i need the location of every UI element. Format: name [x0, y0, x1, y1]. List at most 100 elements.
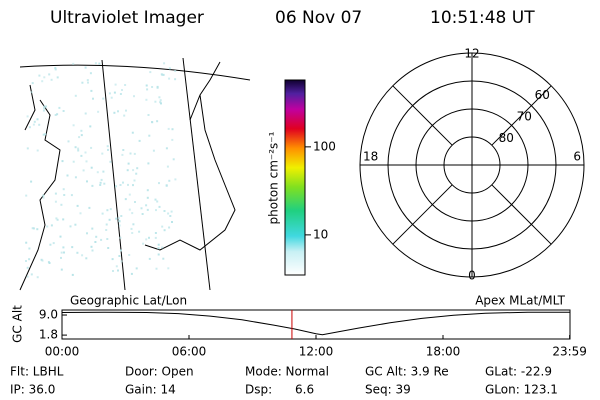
emission-speckle [113, 111, 116, 114]
emission-speckle [119, 93, 122, 95]
emission-speckle [30, 91, 33, 94]
emission-speckle [174, 178, 177, 181]
emission-speckle [106, 238, 109, 240]
instrument-title: Ultraviolet Imager [50, 8, 204, 28]
emission-speckle [31, 82, 34, 85]
emission-speckle [71, 273, 74, 276]
emission-speckle [168, 226, 171, 229]
emission-speckle [89, 125, 92, 128]
emission-speckle [118, 220, 121, 223]
emission-speckle [154, 100, 157, 103]
emission-speckle [86, 232, 88, 235]
mlt-line [392, 184, 453, 245]
emission-speckle [126, 169, 129, 172]
emission-speckle [160, 102, 162, 105]
emission-speckle [82, 169, 85, 172]
emission-speckle [135, 267, 138, 270]
emission-speckle [145, 204, 148, 207]
emission-speckle [26, 275, 29, 278]
mlt-line [392, 85, 453, 146]
emission-speckle [43, 105, 46, 108]
emission-speckle [118, 255, 121, 257]
emission-speckle [52, 242, 55, 245]
emission-speckle [131, 212, 134, 215]
emission-speckle [85, 257, 88, 260]
emission-speckle [174, 70, 177, 72]
emission-speckle [54, 67, 57, 69]
emission-speckle [121, 89, 123, 91]
emission-speckle [84, 66, 87, 69]
emission-speckle [141, 213, 144, 215]
emission-speckle [44, 133, 47, 136]
emission-speckle [158, 205, 161, 208]
emission-speckle [90, 245, 93, 248]
emission-speckle [115, 265, 118, 268]
info-field: GC Alt: 3.9 Re [365, 365, 449, 379]
emission-speckle [155, 267, 158, 270]
emission-speckle [156, 120, 159, 123]
emission-speckle [41, 80, 44, 83]
emission-speckle [119, 249, 122, 252]
emission-speckle [161, 225, 164, 228]
emission-speckle [71, 246, 74, 249]
emission-speckle [54, 68, 57, 71]
emission-speckle [92, 97, 94, 100]
emission-speckle [133, 152, 136, 155]
emission-speckle [124, 198, 127, 201]
emission-speckle [131, 232, 134, 234]
emission-speckle [42, 109, 45, 112]
emission-speckle [135, 172, 138, 175]
emission-speckle [107, 148, 109, 151]
emission-speckle [117, 110, 119, 113]
emission-speckle [117, 269, 119, 272]
emission-speckle [97, 110, 100, 113]
emission-speckle [170, 210, 173, 213]
mlt-line [491, 184, 552, 245]
emission-speckle [62, 110, 65, 112]
emission-speckle [42, 196, 45, 199]
map-grid-line [182, 57, 211, 291]
emission-speckle [163, 62, 166, 65]
map-panel [19, 57, 251, 291]
emission-speckle [32, 123, 35, 126]
info-field: Door: Open [125, 365, 194, 379]
emission-speckle [165, 147, 168, 150]
emission-speckle [55, 217, 58, 220]
emission-speckle [38, 74, 41, 77]
emission-speckle [128, 208, 131, 211]
emission-speckle [119, 184, 122, 186]
emission-speckle [155, 209, 157, 212]
emission-speckle [148, 236, 150, 239]
emission-speckle [60, 268, 63, 271]
emission-speckle [157, 247, 160, 250]
emission-speckle [108, 218, 111, 221]
emission-speckle [168, 77, 171, 80]
emission-speckle [138, 230, 141, 233]
emission-speckle [101, 152, 104, 155]
emission-speckle [25, 260, 27, 262]
emission-speckle [128, 254, 131, 256]
emission-speckle [72, 124, 75, 127]
emission-speckle [127, 162, 130, 165]
alt-plot-frame [61, 309, 571, 340]
emission-speckle [167, 267, 170, 270]
emission-speckle [70, 194, 73, 197]
right-label: Apex MLat/MLT [475, 294, 565, 308]
emission-speckle [56, 218, 59, 221]
mlt-label: 6 [573, 150, 581, 164]
emission-speckle [162, 73, 165, 76]
emission-speckle [50, 224, 53, 227]
emission-speckle [160, 73, 163, 76]
ring-label: 70 [517, 110, 532, 124]
emission-speckle [106, 209, 109, 212]
emission-speckle [158, 96, 161, 99]
emission-speckle [59, 235, 62, 238]
info-field: Flt: LBHL [10, 365, 64, 379]
emission-speckle [72, 62, 75, 65]
emission-speckle [95, 235, 98, 238]
emission-speckle [56, 76, 59, 79]
emission-speckle [25, 194, 28, 197]
emission-speckle [145, 238, 148, 241]
emission-speckle [145, 98, 148, 101]
map-grid-line [19, 64, 251, 81]
